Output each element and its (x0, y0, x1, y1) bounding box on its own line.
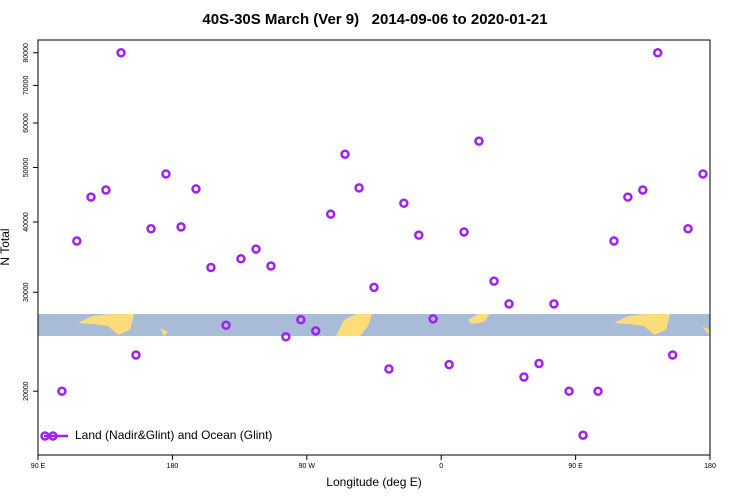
point (519, 372, 529, 382)
point (281, 331, 291, 342)
point (698, 169, 708, 179)
point (399, 198, 409, 208)
point (459, 227, 469, 237)
point (428, 314, 438, 324)
point (236, 254, 246, 264)
point (504, 299, 514, 309)
x-axis-label: Longitude (deg E) (326, 475, 421, 489)
y-tick-label: 40000 (23, 212, 30, 232)
point (86, 192, 96, 202)
point (578, 430, 588, 440)
point (667, 350, 678, 360)
legend-label: Land (Nadir&Glint) and Ocean (Glint) (75, 428, 272, 442)
land (702, 326, 710, 336)
point (414, 230, 424, 240)
y-tick-label: 30000 (23, 282, 30, 302)
point (489, 276, 499, 286)
land (614, 314, 670, 335)
point (444, 359, 454, 370)
y-tick-label: 50000 (23, 158, 30, 178)
point (564, 386, 574, 396)
plot-frame (37, 39, 711, 456)
x-tick-label: 90 W (299, 463, 316, 470)
land (160, 328, 168, 336)
point (652, 48, 663, 58)
ocean-band (38, 314, 710, 336)
chart-title: 40S-30S March (Ver 9) 2014-09-06 to 2020… (202, 11, 547, 28)
y-tick-label: 70000 (23, 76, 30, 96)
point (176, 222, 186, 232)
point (161, 169, 171, 179)
x-tick-label: 0 (439, 463, 443, 470)
point (340, 149, 350, 159)
point (609, 236, 619, 246)
point (206, 262, 216, 273)
point (369, 282, 379, 293)
point (474, 136, 484, 146)
point (251, 244, 261, 254)
point (683, 224, 693, 234)
point (72, 236, 82, 246)
point (549, 299, 559, 309)
land (336, 314, 372, 336)
point (384, 364, 394, 374)
point (146, 224, 156, 234)
legend-marker (48, 431, 58, 441)
y-tick-label: 60000 (23, 113, 30, 133)
point (325, 209, 336, 219)
point (101, 185, 111, 195)
point (311, 326, 321, 336)
point (534, 358, 544, 369)
point (354, 183, 364, 193)
y-tick-label: 80000 (23, 43, 30, 63)
y-tick-label: 20000 (23, 381, 30, 401)
y-axis-label: N Total (0, 228, 12, 265)
point (131, 350, 141, 360)
point (266, 261, 276, 271)
point (116, 48, 126, 58)
x-tick-label: 90 E (568, 463, 583, 470)
point (191, 184, 201, 194)
map-band (38, 314, 710, 336)
point (623, 192, 633, 202)
point (221, 320, 231, 331)
x-tick-label: 180 (704, 463, 716, 470)
point (593, 386, 603, 396)
land (468, 314, 490, 324)
point (296, 315, 306, 325)
land (78, 314, 134, 335)
x-tick-label: 180 (167, 463, 179, 470)
point (638, 185, 648, 195)
x-tick-label: 90 E (31, 463, 46, 470)
point (57, 386, 67, 396)
